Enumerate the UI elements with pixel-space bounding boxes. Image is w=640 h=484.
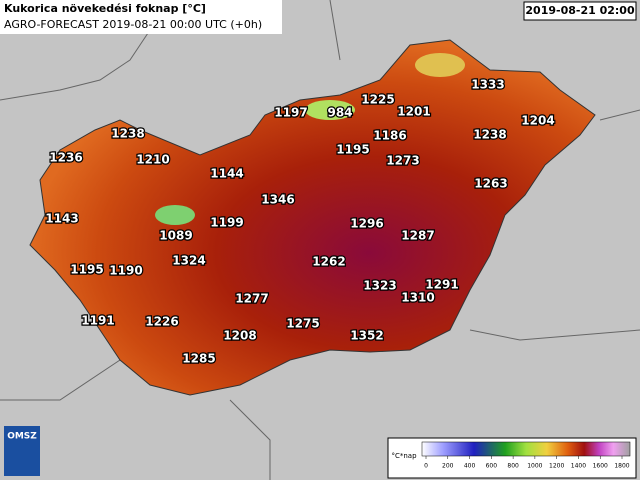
station-value: 1287 xyxy=(401,229,434,243)
station-value: 1195 xyxy=(336,143,369,157)
tick-label: 800 xyxy=(507,463,519,470)
tick-label: 0 xyxy=(424,463,428,470)
cool-area xyxy=(155,205,195,225)
station-value: 1186 xyxy=(373,129,406,143)
header-box xyxy=(0,0,282,34)
station-value: 1089 xyxy=(159,229,192,243)
station-value: 1208 xyxy=(223,329,256,343)
station-value: 1285 xyxy=(182,352,215,366)
tick-label: 600 xyxy=(486,463,498,470)
tick-label: 1800 xyxy=(614,463,629,470)
logo-text: OMSZ xyxy=(7,432,37,442)
tick-label: 400 xyxy=(464,463,476,470)
station-value: 1210 xyxy=(136,153,169,167)
station-value: 1143 xyxy=(45,212,78,226)
date-box xyxy=(523,1,637,21)
station-value: 1238 xyxy=(473,128,506,142)
station-value: 1296 xyxy=(350,217,383,231)
station-value: 1323 xyxy=(363,279,396,293)
station-value: 1275 xyxy=(286,317,319,331)
station-value: 1191 xyxy=(81,314,114,328)
station-value: 1199 xyxy=(210,216,243,230)
station-value: 1324 xyxy=(172,254,205,268)
station-value: 1236 xyxy=(49,151,82,165)
country xyxy=(29,39,596,396)
cool-area xyxy=(305,100,355,120)
tick-label: 1600 xyxy=(593,463,608,470)
station-value: 1346 xyxy=(261,193,294,207)
logo xyxy=(4,426,40,476)
station-value: 1204 xyxy=(521,114,554,128)
station-value: 1310 xyxy=(401,291,434,305)
station-value: 1201 xyxy=(397,105,430,119)
tick-label: 1200 xyxy=(549,463,564,470)
tick-label: 200 xyxy=(442,463,454,470)
station-value: 1238 xyxy=(111,127,144,141)
subtitle: AGRO-FORECAST 2019-08-21 00:00 UTC (+0h) xyxy=(4,18,262,31)
station-value: 1291 xyxy=(425,278,458,292)
station-value: 1262 xyxy=(312,255,345,269)
cool-area xyxy=(415,53,465,77)
colorbar xyxy=(421,441,631,457)
station-value: 1333 xyxy=(471,78,504,92)
legend-unit: °C*nap xyxy=(391,452,417,460)
station-value: 1197 xyxy=(274,106,307,120)
station-value: 1277 xyxy=(235,292,268,306)
station-value: 1225 xyxy=(361,93,394,107)
station-value: 1195 xyxy=(70,263,103,277)
station-value: 1226 xyxy=(145,315,178,329)
station-value: 1144 xyxy=(210,167,243,181)
station-value: 1273 xyxy=(386,154,419,168)
tick-label: 1400 xyxy=(571,463,586,470)
station-value: 1352 xyxy=(350,329,383,343)
title: Kukorica növekedési foknap [°C] xyxy=(4,2,206,15)
station-value: 1263 xyxy=(474,177,507,191)
station-value: 984 xyxy=(327,106,352,120)
tick-label: 1000 xyxy=(527,463,542,470)
station-value: 1190 xyxy=(109,264,142,278)
date: 2019-08-21 02:00 xyxy=(525,4,635,17)
